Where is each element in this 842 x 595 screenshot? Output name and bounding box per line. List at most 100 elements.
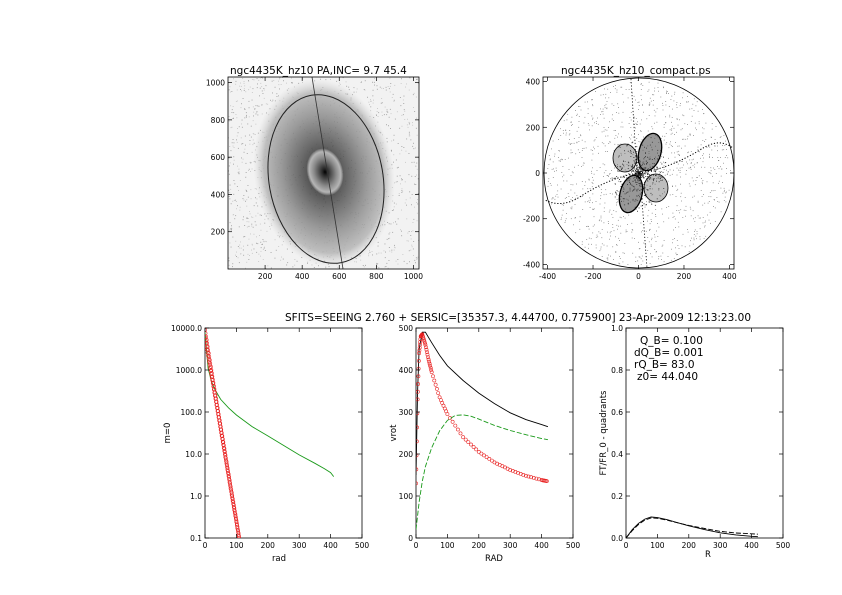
- core-pixel: [665, 162, 667, 163]
- noise-pixel: [588, 237, 590, 239]
- noise-pixel: [649, 230, 650, 231]
- noise-pixel: [356, 88, 358, 90]
- noise-pixel: [692, 103, 694, 105]
- noise-pixel: [607, 135, 609, 137]
- noise-pixel: [703, 128, 705, 130]
- noise-pixel: [578, 137, 580, 138]
- x-tick-label: 400: [323, 541, 338, 550]
- core-pixel: [637, 171, 639, 173]
- noise-pixel: [569, 143, 571, 145]
- noise-pixel: [611, 118, 613, 120]
- noise-pixel: [647, 180, 649, 182]
- noise-pixel: [594, 122, 595, 124]
- core-pixel: [636, 151, 638, 152]
- noise-pixel: [236, 117, 238, 119]
- noise-pixel: [401, 230, 402, 232]
- noise-pixel: [604, 88, 605, 90]
- noise-pixel: [612, 246, 614, 248]
- noise-pixel: [408, 89, 410, 91]
- noise-pixel: [662, 102, 663, 104]
- noise-pixel: [656, 230, 657, 232]
- noise-pixel: [417, 199, 418, 200]
- x-tick-label: 200: [261, 541, 276, 550]
- noise-pixel: [645, 196, 647, 198]
- noise-pixel: [407, 240, 409, 242]
- noise-pixel: [618, 144, 620, 145]
- noise-pixel: [672, 186, 673, 187]
- noise-pixel: [711, 190, 712, 192]
- noise-pixel: [722, 182, 723, 183]
- noise-pixel: [690, 151, 692, 152]
- noise-pixel: [244, 236, 246, 237]
- core-pixel: [636, 166, 638, 168]
- series-point-bulge: [482, 453, 486, 458]
- noise-pixel: [671, 121, 672, 123]
- core-pixel: [645, 176, 647, 177]
- noise-pixel: [689, 108, 691, 110]
- noise-pixel: [692, 210, 694, 212]
- noise-pixel: [584, 101, 586, 103]
- noise-pixel: [372, 102, 374, 104]
- noise-pixel: [692, 243, 694, 245]
- noise-pixel: [232, 263, 234, 265]
- noise-pixel: [661, 208, 663, 210]
- core-pixel: [641, 169, 643, 170]
- noise-pixel: [637, 121, 638, 123]
- noise-pixel: [409, 135, 411, 137]
- noise-pixel: [637, 80, 639, 81]
- noise-pixel: [718, 182, 719, 184]
- noise-pixel: [560, 135, 562, 136]
- noise-pixel: [557, 196, 559, 198]
- noise-pixel: [409, 261, 410, 263]
- noise-pixel: [561, 204, 563, 206]
- noise-pixel: [626, 231, 628, 232]
- noise-pixel: [401, 149, 403, 151]
- noise-pixel: [228, 264, 230, 266]
- noise-pixel: [406, 138, 408, 140]
- noise-pixel: [717, 150, 718, 152]
- noise-pixel: [640, 131, 642, 132]
- noise-pixel: [243, 245, 244, 247]
- noise-pixel: [687, 229, 688, 230]
- noise-pixel: [677, 254, 678, 255]
- series-point-bulge: [544, 479, 549, 484]
- noise-pixel: [591, 243, 592, 245]
- x-tick-label: 600: [332, 272, 347, 281]
- noise-pixel: [411, 194, 413, 195]
- noise-pixel: [259, 87, 261, 89]
- y-tick-label: 0.1: [190, 534, 202, 543]
- noise-pixel: [409, 197, 411, 199]
- core-pixel: [640, 175, 641, 177]
- noise-pixel: [585, 181, 586, 183]
- noise-pixel: [263, 97, 265, 99]
- core-pixel: [635, 169, 637, 171]
- noise-pixel: [286, 248, 288, 250]
- noise-pixel: [646, 201, 647, 203]
- noise-pixel: [584, 201, 586, 203]
- noise-pixel: [663, 87, 664, 89]
- series-point-bulge: [420, 332, 425, 337]
- noise-pixel: [255, 215, 257, 217]
- noise-pixel: [581, 139, 583, 141]
- noise-pixel: [690, 168, 692, 170]
- y-tick-label: 1.0: [611, 324, 623, 333]
- noise-pixel: [376, 263, 378, 265]
- noise-pixel: [379, 86, 381, 88]
- noise-pixel: [577, 164, 579, 166]
- core-pixel: [643, 173, 644, 175]
- noise-pixel: [592, 167, 593, 169]
- noise-pixel: [651, 188, 653, 190]
- noise-pixel: [638, 248, 640, 250]
- noise-pixel: [620, 217, 622, 219]
- noise-pixel: [370, 99, 371, 101]
- noise-pixel: [553, 168, 554, 170]
- noise-pixel: [273, 80, 275, 81]
- core-pixel: [614, 177, 616, 179]
- noise-pixel: [243, 195, 245, 196]
- core-pixel: [641, 174, 643, 176]
- noise-pixel: [558, 150, 560, 151]
- noise-pixel: [403, 95, 405, 97]
- noise-pixel: [229, 222, 231, 224]
- noise-pixel: [691, 159, 693, 161]
- noise-pixel: [641, 231, 642, 233]
